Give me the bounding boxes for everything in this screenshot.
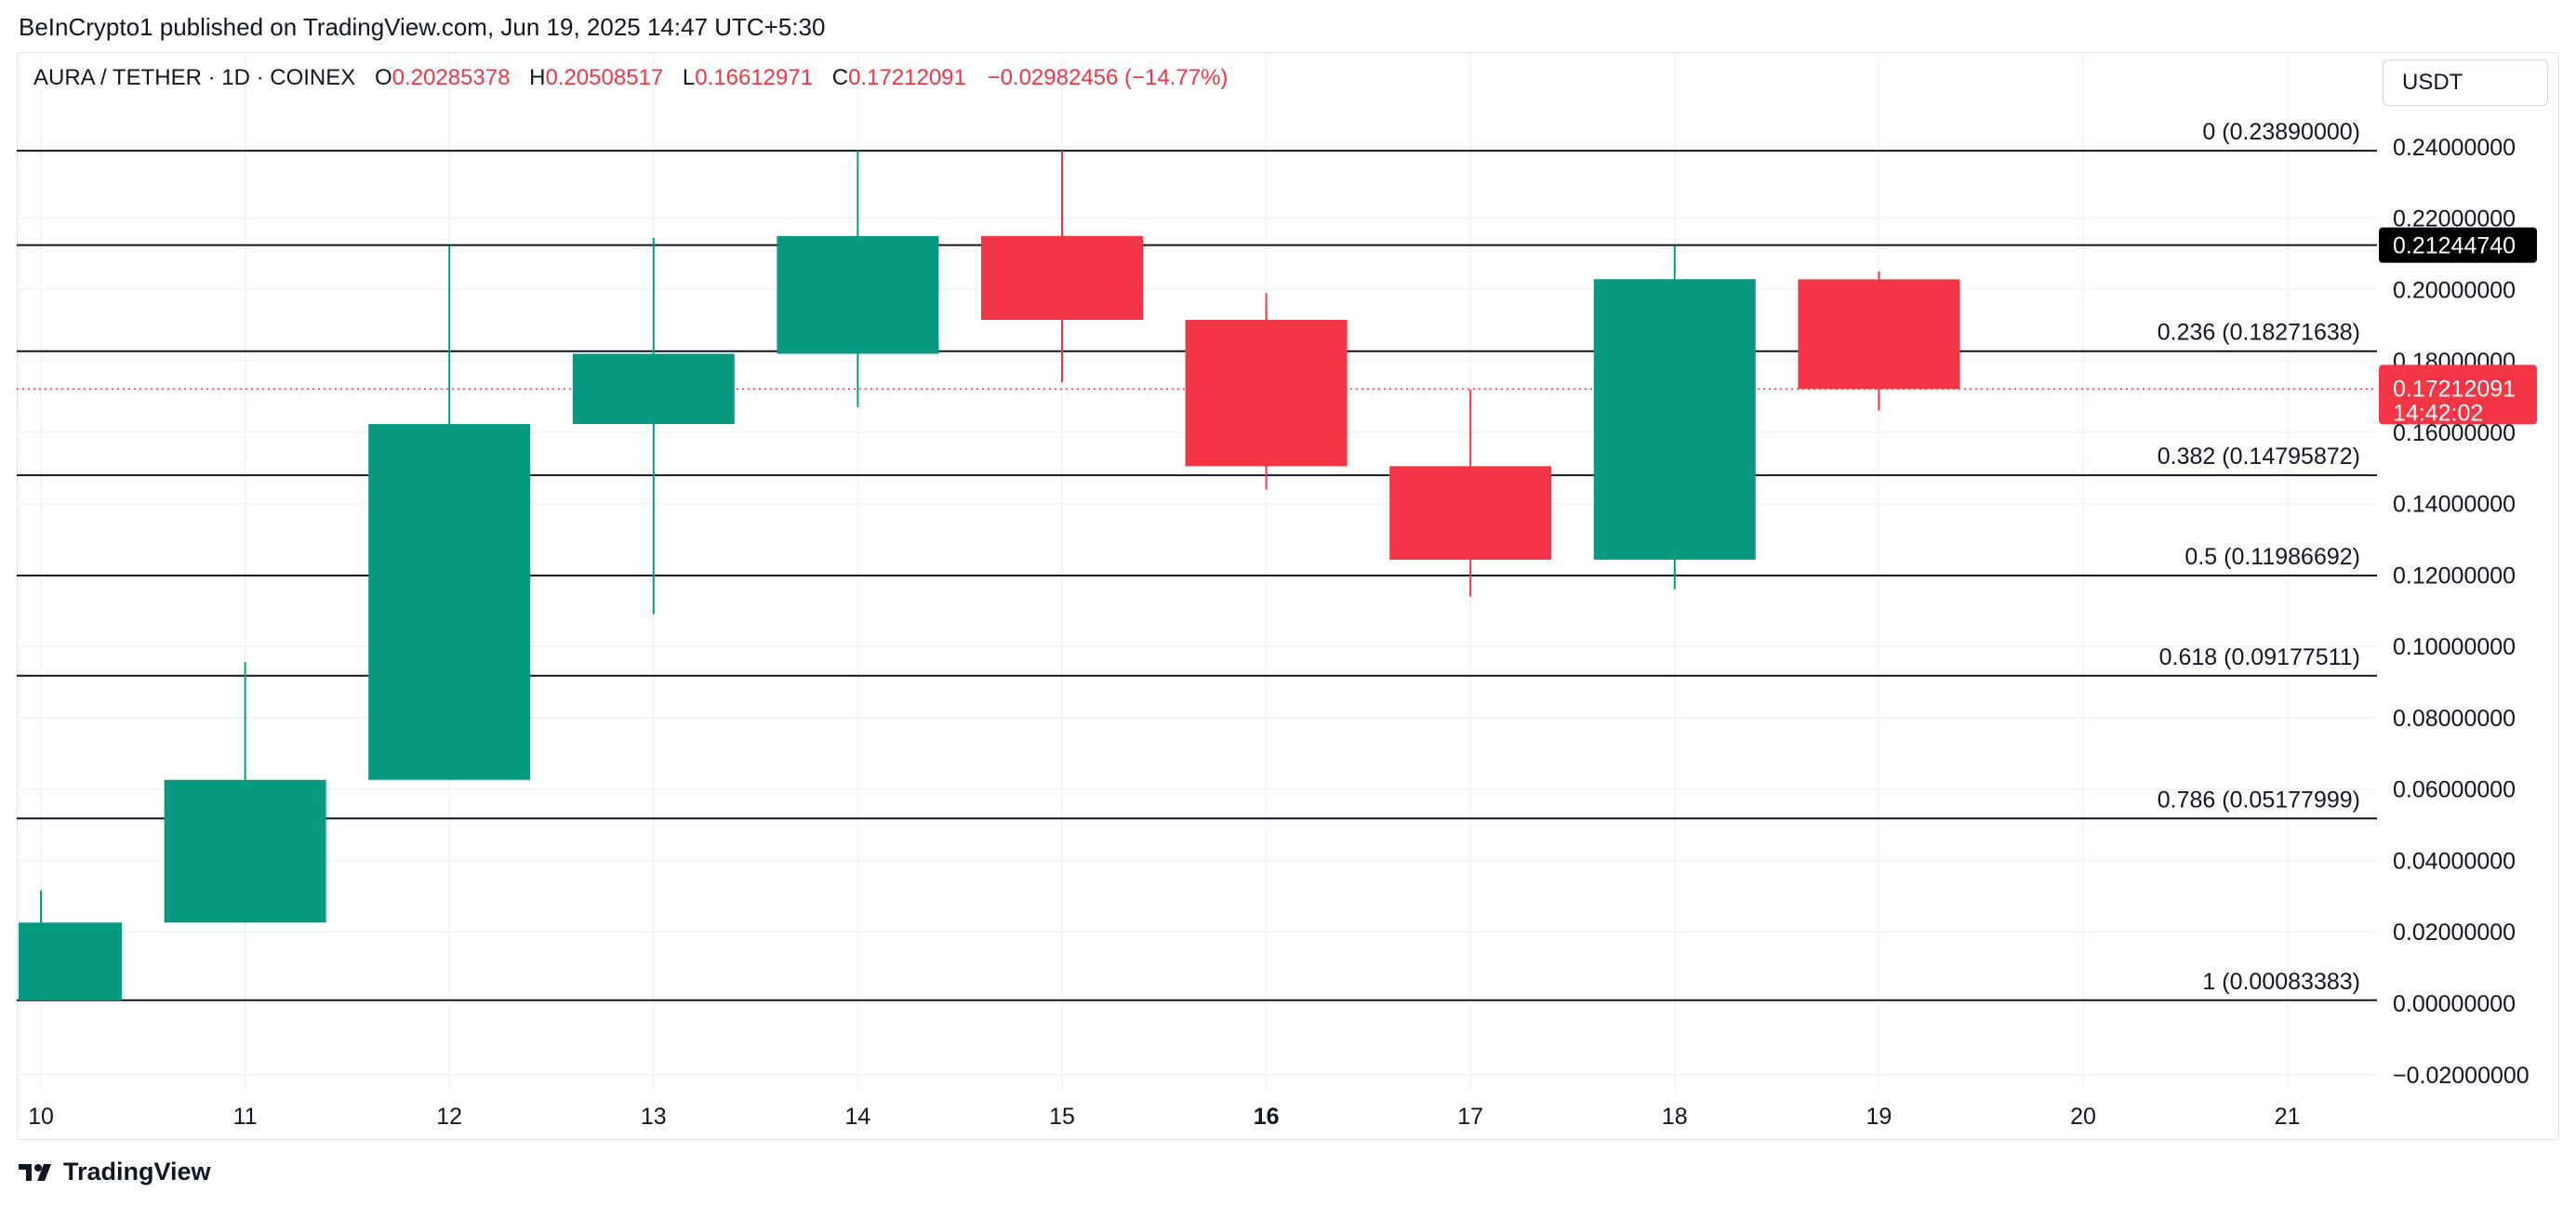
close-value: 0.17212091 [848, 65, 966, 90]
y-tick-label: 0.04000000 [2393, 848, 2516, 874]
candle-13 [572, 237, 735, 615]
candle-body [777, 235, 939, 354]
fib-label-0.618: 0.618 (0.09177511) [2159, 644, 2360, 670]
open-value: 0.20285378 [392, 65, 511, 90]
candle-18 [1593, 245, 1756, 589]
candle-body [1389, 466, 1552, 560]
candle-body [981, 235, 1143, 321]
candle-16 [1185, 293, 1348, 490]
tradingview-logo-icon [19, 1163, 51, 1181]
x-tick-label: 13 [641, 1104, 667, 1130]
high-value: 0.20508517 [545, 65, 664, 90]
candle-15 [981, 151, 1143, 383]
last-price-label-bg [2379, 364, 2537, 425]
y-tick-label: 0.24000000 [2393, 135, 2516, 161]
y-tick-label: 0.00000000 [2393, 991, 2516, 1017]
x-tick-label: 11 [233, 1104, 258, 1130]
y-tick-label: 0.16000000 [2393, 420, 2516, 446]
candle-19 [1798, 271, 1960, 411]
low-label: L [682, 65, 696, 90]
countdown-value: 14:42:02 [2393, 400, 2483, 426]
x-tick-label: 17 [1457, 1104, 1483, 1130]
y-tick-label: 0.12000000 [2393, 563, 2516, 589]
y-tick-label: 0.06000000 [2393, 777, 2516, 803]
fib-label-0.236: 0.236 (0.18271638) [2158, 320, 2360, 346]
ohlc-legend: AURA / TETHER · 1D · COINEX O0.20285378 … [33, 65, 1228, 91]
fib-label-1: 1 (0.00083383) [2202, 969, 2360, 995]
x-tick-label: 15 [1049, 1104, 1075, 1130]
x-tick-label: 18 [1662, 1104, 1688, 1130]
x-tick-label: 16 [1254, 1104, 1280, 1130]
high-label: H [529, 65, 546, 90]
last-price-value: 0.17212091 [2393, 376, 2516, 402]
x-tick-label: 19 [1866, 1104, 1892, 1130]
candle-14 [777, 151, 939, 408]
x-tick-label: 10 [28, 1104, 54, 1130]
candle-12 [368, 245, 531, 780]
tradingview-logo[interactable]: TradingView [19, 1158, 211, 1186]
candle-body [164, 779, 326, 923]
y-tick-label: 0.10000000 [2393, 634, 2516, 660]
fib-label-0.382: 0.382 (0.14795872) [2158, 444, 2360, 470]
close-label: C [831, 65, 849, 90]
x-tick-label: 20 [2070, 1104, 2096, 1130]
candle-10 [19, 890, 122, 1000]
y-axis: 0.240000000.220000000.200000000.18000000… [2393, 135, 2530, 1089]
x-tick-label: 12 [436, 1104, 462, 1130]
hline-price-label: 0.21244740 [2379, 227, 2537, 263]
x-tick-label: 14 [844, 1104, 870, 1130]
y-tick-label: 0.14000000 [2393, 492, 2516, 518]
open-label: O [374, 65, 392, 90]
candle-11 [164, 662, 326, 923]
fib-label-0.5: 0.5 (0.11986692) [2184, 544, 2360, 570]
x-axis: 10 11 12 13 14 15 16 17 18 19 20 21 [28, 1104, 2300, 1130]
x-tick-label: 21 [2275, 1104, 2301, 1130]
currency-button[interactable]: USDT [2383, 60, 2548, 106]
fib-label-0: 0 (0.23890000) [2202, 119, 2360, 145]
fib-label-0.786: 0.786 (0.05177999) [2158, 787, 2360, 813]
chart-frame [17, 52, 2559, 1140]
symbol-label[interactable]: AURA / TETHER · 1D · COINEX [33, 65, 356, 90]
y-tick-label: 0.20000000 [2393, 277, 2516, 303]
tradingview-brand-label: TradingView [63, 1158, 211, 1185]
candles [19, 151, 1960, 1000]
candle-17 [1389, 389, 1552, 597]
candle-body [368, 424, 531, 780]
published-caption: BeInCrypto1 published on TradingView.com… [19, 13, 826, 41]
hline-label-bg [2379, 227, 2537, 263]
candle-body [1798, 279, 1960, 390]
low-value: 0.16612971 [695, 65, 814, 90]
y-tick-label: −0.02000000 [2393, 1063, 2530, 1089]
candle-body [1593, 279, 1756, 560]
change-value: −0.02982456 (−14.77%) [987, 65, 1228, 90]
y-tick-label: 0.08000000 [2393, 706, 2516, 732]
hline-label-text: 0.21244740 [2393, 233, 2516, 259]
y-tick-label: 0.02000000 [2393, 920, 2516, 946]
candle-body [572, 353, 735, 425]
candle-body [1185, 320, 1348, 467]
candle-body [19, 922, 122, 1000]
